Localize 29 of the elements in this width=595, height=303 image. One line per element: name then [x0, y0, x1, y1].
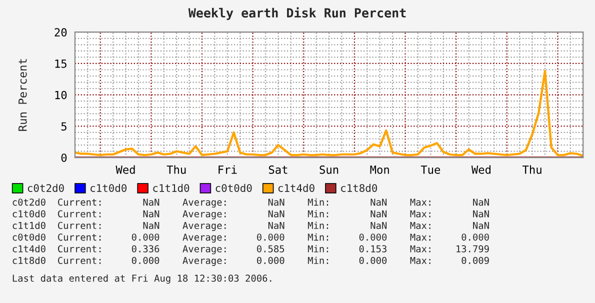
y-tick-label: 10 — [55, 90, 67, 100]
x-tick-label: Sun — [320, 165, 338, 174]
legend-label: c1t0d0 — [90, 184, 127, 192]
chart-title: Weekly earth Disk Run Percent — [188, 7, 406, 20]
legend-label: c1t8d0 — [341, 184, 378, 192]
x-tick-label: Sat — [268, 165, 288, 174]
y-tick-label: 20 — [54, 28, 67, 37]
x-tick-label: Thu — [522, 165, 542, 174]
text: c1t0d0 Current: NaN Average: NaN Min: NaN Max: NaN — [12, 210, 489, 220]
x-tick-label: Tue — [420, 166, 440, 174]
legend-label: c0t2d0 — [28, 184, 64, 192]
legend-label: c1t1d0 — [153, 184, 190, 192]
text: c1t4d0 Current: 0.336 Average: 0.585 Min: 0.153 Max: 13.799 — [12, 245, 489, 254]
text: c0t2d0 Current: NaN Average: NaN Min: NaN Max: NaN — [12, 198, 489, 208]
y-tick-label: 5 — [61, 122, 66, 131]
text: c1t1d0 Current: NaN Average: NaN Min: NaN Max: NaN — [12, 222, 489, 231]
text: Last data entered at Fri Aug 18 12:30:03 2006. — [12, 274, 272, 284]
x-tick-label: Wed — [471, 165, 490, 174]
legend-label: c1t4d0 — [278, 184, 314, 192]
y-axis-title: Run Percent — [18, 59, 27, 131]
legend-label: c0t0d0 — [216, 184, 252, 192]
y-tick-label: 0 — [61, 154, 67, 162]
text: c1t8d0 Current: 0.000 Average: 0.000 Min: 0.000 Max: 0.009 — [12, 256, 489, 266]
text: c0t0d0 Current: 0.000 Average: 0.000 Min: 0.000 Max: 0.000 — [12, 233, 489, 243]
x-tick-label: Mon — [370, 166, 389, 174]
y-tick-label: 15 — [55, 60, 66, 68]
x-tick-label: Wed — [116, 165, 135, 174]
x-tick-label: Fri — [218, 165, 237, 174]
x-tick-label: Thu — [166, 165, 186, 174]
